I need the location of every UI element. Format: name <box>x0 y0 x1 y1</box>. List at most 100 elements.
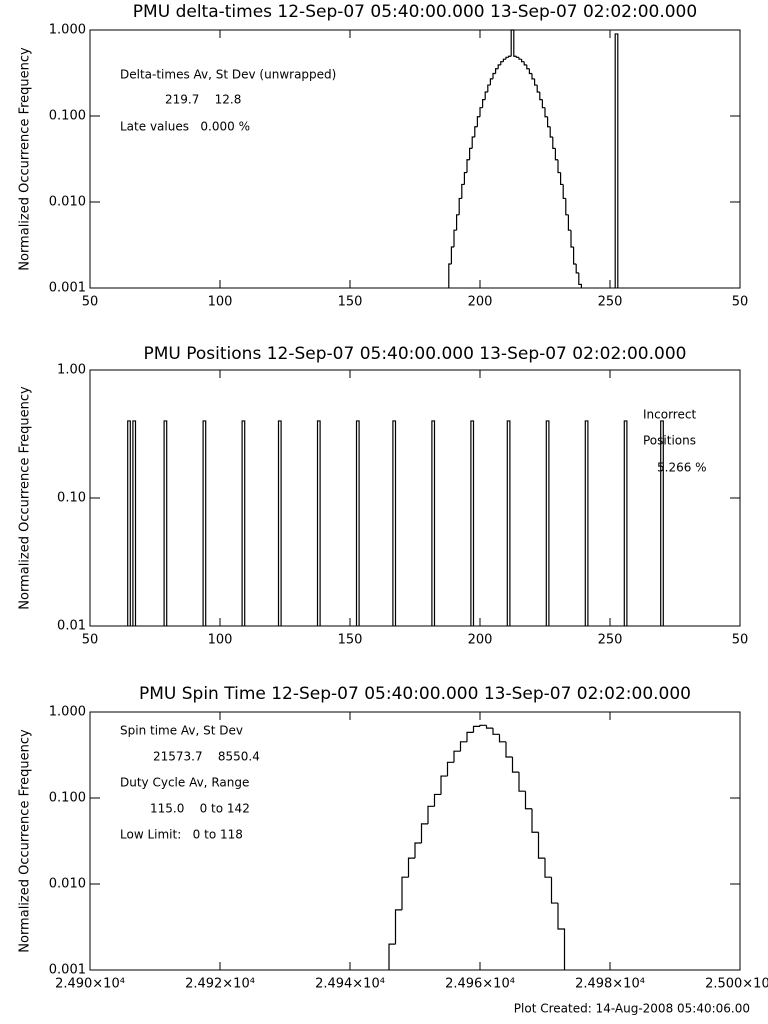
bar <box>163 420 168 626</box>
y-tick-label: 0.001 <box>49 281 86 296</box>
histogram-bin <box>471 136 475 149</box>
histogram-bin <box>453 750 461 763</box>
annotation: 115.0 0 to 142 <box>150 802 250 816</box>
histogram-bin <box>518 772 526 792</box>
histogram-bin <box>539 92 543 101</box>
x-tick-label: 100 <box>208 295 233 310</box>
histogram-bin <box>513 30 517 57</box>
y-tick-label: 1.000 <box>49 23 86 38</box>
x-tick-label: 2.496×10⁴ <box>445 977 515 992</box>
histogram-bin <box>567 214 571 231</box>
x-tick-label: 2.490×10⁴ <box>55 977 125 992</box>
y-tick-label: 0.001 <box>49 963 86 978</box>
bar <box>623 420 628 626</box>
histogram-bin <box>466 731 474 742</box>
footer: Plot Created: 14-Aug-2008 05:40:06.00 <box>514 1002 750 1016</box>
bar <box>506 420 511 626</box>
bar <box>660 420 664 626</box>
histogram-bin <box>472 725 480 733</box>
histogram-bin <box>537 832 545 859</box>
histogram-bin <box>420 823 428 843</box>
x-tick-label: 50 <box>732 295 749 310</box>
histogram-bin <box>440 775 448 795</box>
histogram-bin <box>401 876 409 910</box>
histogram-bin <box>549 126 553 138</box>
histogram-bin <box>495 68 499 74</box>
x-tick-label: 50 <box>732 633 749 648</box>
y-tick-label: 0.010 <box>49 877 86 892</box>
x-tick-label: 2.492×10⁴ <box>185 977 255 992</box>
histogram-bin <box>498 734 506 743</box>
x-tick-label: 250 <box>598 295 623 310</box>
bar <box>431 420 436 626</box>
histogram-bin <box>536 85 540 93</box>
x-tick-label: 2.498×10⁴ <box>575 977 645 992</box>
histogram-bin <box>458 197 462 215</box>
histogram-bin <box>485 725 493 729</box>
histogram-bin <box>505 741 513 758</box>
histogram-bin <box>578 272 582 288</box>
chart-title: PMU Positions 12-Sep-07 05:40:00.000 13-… <box>144 344 687 364</box>
histogram-bin <box>463 171 467 185</box>
histogram-bin <box>521 59 525 63</box>
bar <box>316 420 321 626</box>
histogram-bin <box>453 229 457 247</box>
histogram-bin <box>557 159 561 174</box>
histogram-bin <box>505 56 509 60</box>
histogram-bin <box>524 791 532 810</box>
histogram-bin <box>479 107 483 117</box>
bar <box>202 420 207 626</box>
histogram-bin <box>508 55 512 58</box>
plot-frame <box>89 29 741 289</box>
annotation: 21573.7 8550.4 <box>153 750 260 764</box>
histogram-bin <box>534 78 538 86</box>
y-tick-label: 0.100 <box>49 109 86 124</box>
histogram-bin <box>544 107 548 118</box>
histogram-bin <box>511 756 519 773</box>
histogram-bin <box>531 808 539 833</box>
histogram-bin <box>487 84 491 93</box>
histogram-bin <box>614 33 619 288</box>
y-tick-label: 0.100 <box>49 791 86 806</box>
bar <box>392 420 397 626</box>
bar <box>241 420 246 626</box>
plot-frame <box>89 711 741 971</box>
annotation: 5.266 % <box>657 461 707 475</box>
x-tick-label: 2.500×10⁴ <box>705 977 768 992</box>
x-tick-label: 150 <box>338 633 363 648</box>
histogram-bin <box>544 858 552 878</box>
histogram-bin <box>476 116 480 127</box>
histogram-bin <box>575 264 579 274</box>
histogram-bin <box>550 877 558 904</box>
histogram-bin <box>433 793 441 807</box>
x-tick-label: 50 <box>82 295 99 310</box>
annotation: 219.7 12.8 <box>165 93 241 107</box>
histogram-bin <box>502 58 506 62</box>
histogram-bin <box>526 64 530 70</box>
histogram-bin <box>459 741 467 752</box>
bar <box>584 420 589 626</box>
x-tick-label: 200 <box>468 295 493 310</box>
annotation: Duty Cycle Av, Range <box>120 776 249 790</box>
histogram-bin <box>461 183 465 199</box>
histogram-bin <box>552 136 556 150</box>
histogram-bin <box>570 230 574 248</box>
annotation: Spin time Av, St Dev <box>120 724 243 738</box>
x-tick-label: 200 <box>468 633 493 648</box>
annotation: Incorrect <box>643 408 696 422</box>
x-tick-label: 2.494×10⁴ <box>315 977 385 992</box>
histogram-bin <box>531 73 535 80</box>
histogram-bin <box>554 148 558 161</box>
bar <box>355 420 360 626</box>
y-tick-label: 0.01 <box>57 619 86 634</box>
histogram-bin <box>500 61 504 65</box>
histogram-bin <box>518 57 522 60</box>
annotation: Positions <box>643 434 696 448</box>
histogram-bin <box>541 99 545 109</box>
bar <box>127 420 131 626</box>
annotation: Delta-times Av, St Dev (unwrapped) <box>120 68 336 82</box>
y-tick-label: 1.000 <box>49 705 86 720</box>
histogram-bin <box>492 72 496 79</box>
